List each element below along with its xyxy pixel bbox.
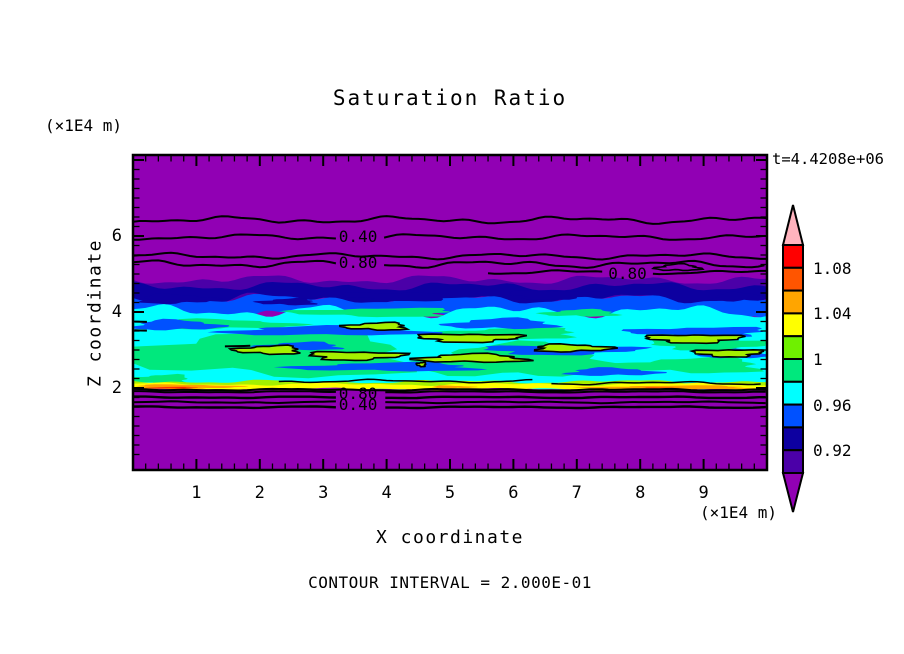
x-tick-label: 9 [698, 483, 709, 503]
contour-line [384, 259, 765, 269]
y-tick-label: 2 [111, 378, 122, 398]
colorbar-cell [782, 380, 804, 406]
contour-line [487, 269, 603, 275]
plot-area [133, 155, 767, 470]
colorbar-cell [782, 312, 804, 338]
field-patch [150, 387, 190, 389]
field-patch [601, 356, 765, 374]
field-patch [273, 361, 488, 372]
contour-line [133, 387, 767, 392]
field-patch [535, 308, 623, 317]
contour-lens [651, 262, 705, 272]
contour-line [133, 251, 767, 261]
contour-line [385, 390, 766, 394]
contour-label: 0.80 [338, 384, 378, 404]
contour-line [551, 380, 761, 386]
time-stamp-label: t=4.4208e+06 [772, 150, 884, 168]
contour-line [385, 400, 766, 405]
contour-line [133, 233, 336, 241]
contour-line [133, 405, 336, 410]
x-tick-label: 6 [508, 483, 519, 503]
plot-title: Saturation Ratio [332, 86, 568, 110]
colorbar-tick-label: 1 [813, 350, 823, 369]
contour-lens [415, 361, 427, 368]
y-axis-unit-label: (×1E4 m) [45, 116, 123, 135]
contour-interval-label: CONTOUR INTERVAL = 2.000E-01 [308, 573, 592, 592]
colorbar-tick-label: 0.96 [813, 395, 852, 415]
colorbar-cell [782, 449, 804, 475]
contour-dash [224, 344, 251, 348]
x-tick-label: 7 [571, 483, 582, 503]
contour-line [133, 400, 336, 405]
x-tick-label: 1 [191, 483, 202, 503]
colorbar-cell [782, 358, 804, 383]
colorbar-cell [782, 244, 804, 269]
field-patch [252, 297, 318, 306]
field-patch [139, 293, 224, 305]
field-patch [438, 317, 564, 330]
contour-lens [644, 334, 746, 345]
contour-line [652, 269, 767, 276]
axis-ticks [134, 156, 766, 469]
contour-lens [307, 350, 412, 362]
colorbar-tick-label: 1.08 [813, 258, 852, 278]
contour-line [133, 215, 767, 225]
x-axis-unit-label: (×1E4 m) [699, 503, 777, 522]
colorbar-cell [782, 426, 804, 452]
contour-line [278, 378, 533, 384]
colorbar-arrow-bottom [781, 472, 805, 513]
field-patch [431, 385, 478, 389]
x-axis-title: X coordinate [375, 527, 525, 548]
plot-border [131, 153, 769, 472]
y-tick-label: 4 [111, 302, 122, 322]
contour-lens [338, 321, 411, 331]
contour-label: 0.80 [338, 253, 378, 273]
contour-label: 0.80 [608, 264, 647, 283]
contour-label: 0.40 [338, 395, 378, 415]
contour-line [385, 395, 766, 400]
x-tick-label: 4 [381, 483, 392, 503]
field-patch [133, 318, 230, 331]
contour-lens [227, 344, 301, 356]
colorbar-arrow-top [781, 204, 805, 246]
colorbar-cell [782, 403, 804, 429]
colorbar-tick-label: 1.04 [813, 304, 852, 324]
field-patch [279, 307, 450, 318]
y-tick-label: 6 [111, 226, 122, 246]
contour-lens [688, 348, 765, 358]
contour-lens [533, 342, 619, 353]
x-tick-label: 2 [254, 483, 265, 503]
contour-lens [416, 333, 528, 344]
contour-line [133, 259, 337, 269]
contour-lens [409, 352, 534, 364]
field-patch [207, 325, 443, 336]
colorbar-cell [782, 266, 804, 292]
field-patch [561, 367, 667, 376]
contour-line [383, 233, 765, 241]
contour-line [385, 405, 766, 410]
contour-line [133, 395, 336, 400]
colorbar [781, 204, 805, 513]
x-tick-label: 3 [318, 483, 329, 503]
colorbar-cell [782, 289, 804, 315]
x-tick-label: 8 [635, 483, 646, 503]
colorbar-cell [782, 335, 804, 361]
field-patch [341, 292, 481, 302]
x-tick-label: 5 [444, 483, 456, 503]
colorbar-tick-label: 0.92 [813, 441, 852, 461]
contour-label: 0.40 [338, 227, 378, 247]
field-patch [709, 291, 767, 302]
contour-line [133, 390, 336, 394]
field-patch [506, 290, 616, 300]
